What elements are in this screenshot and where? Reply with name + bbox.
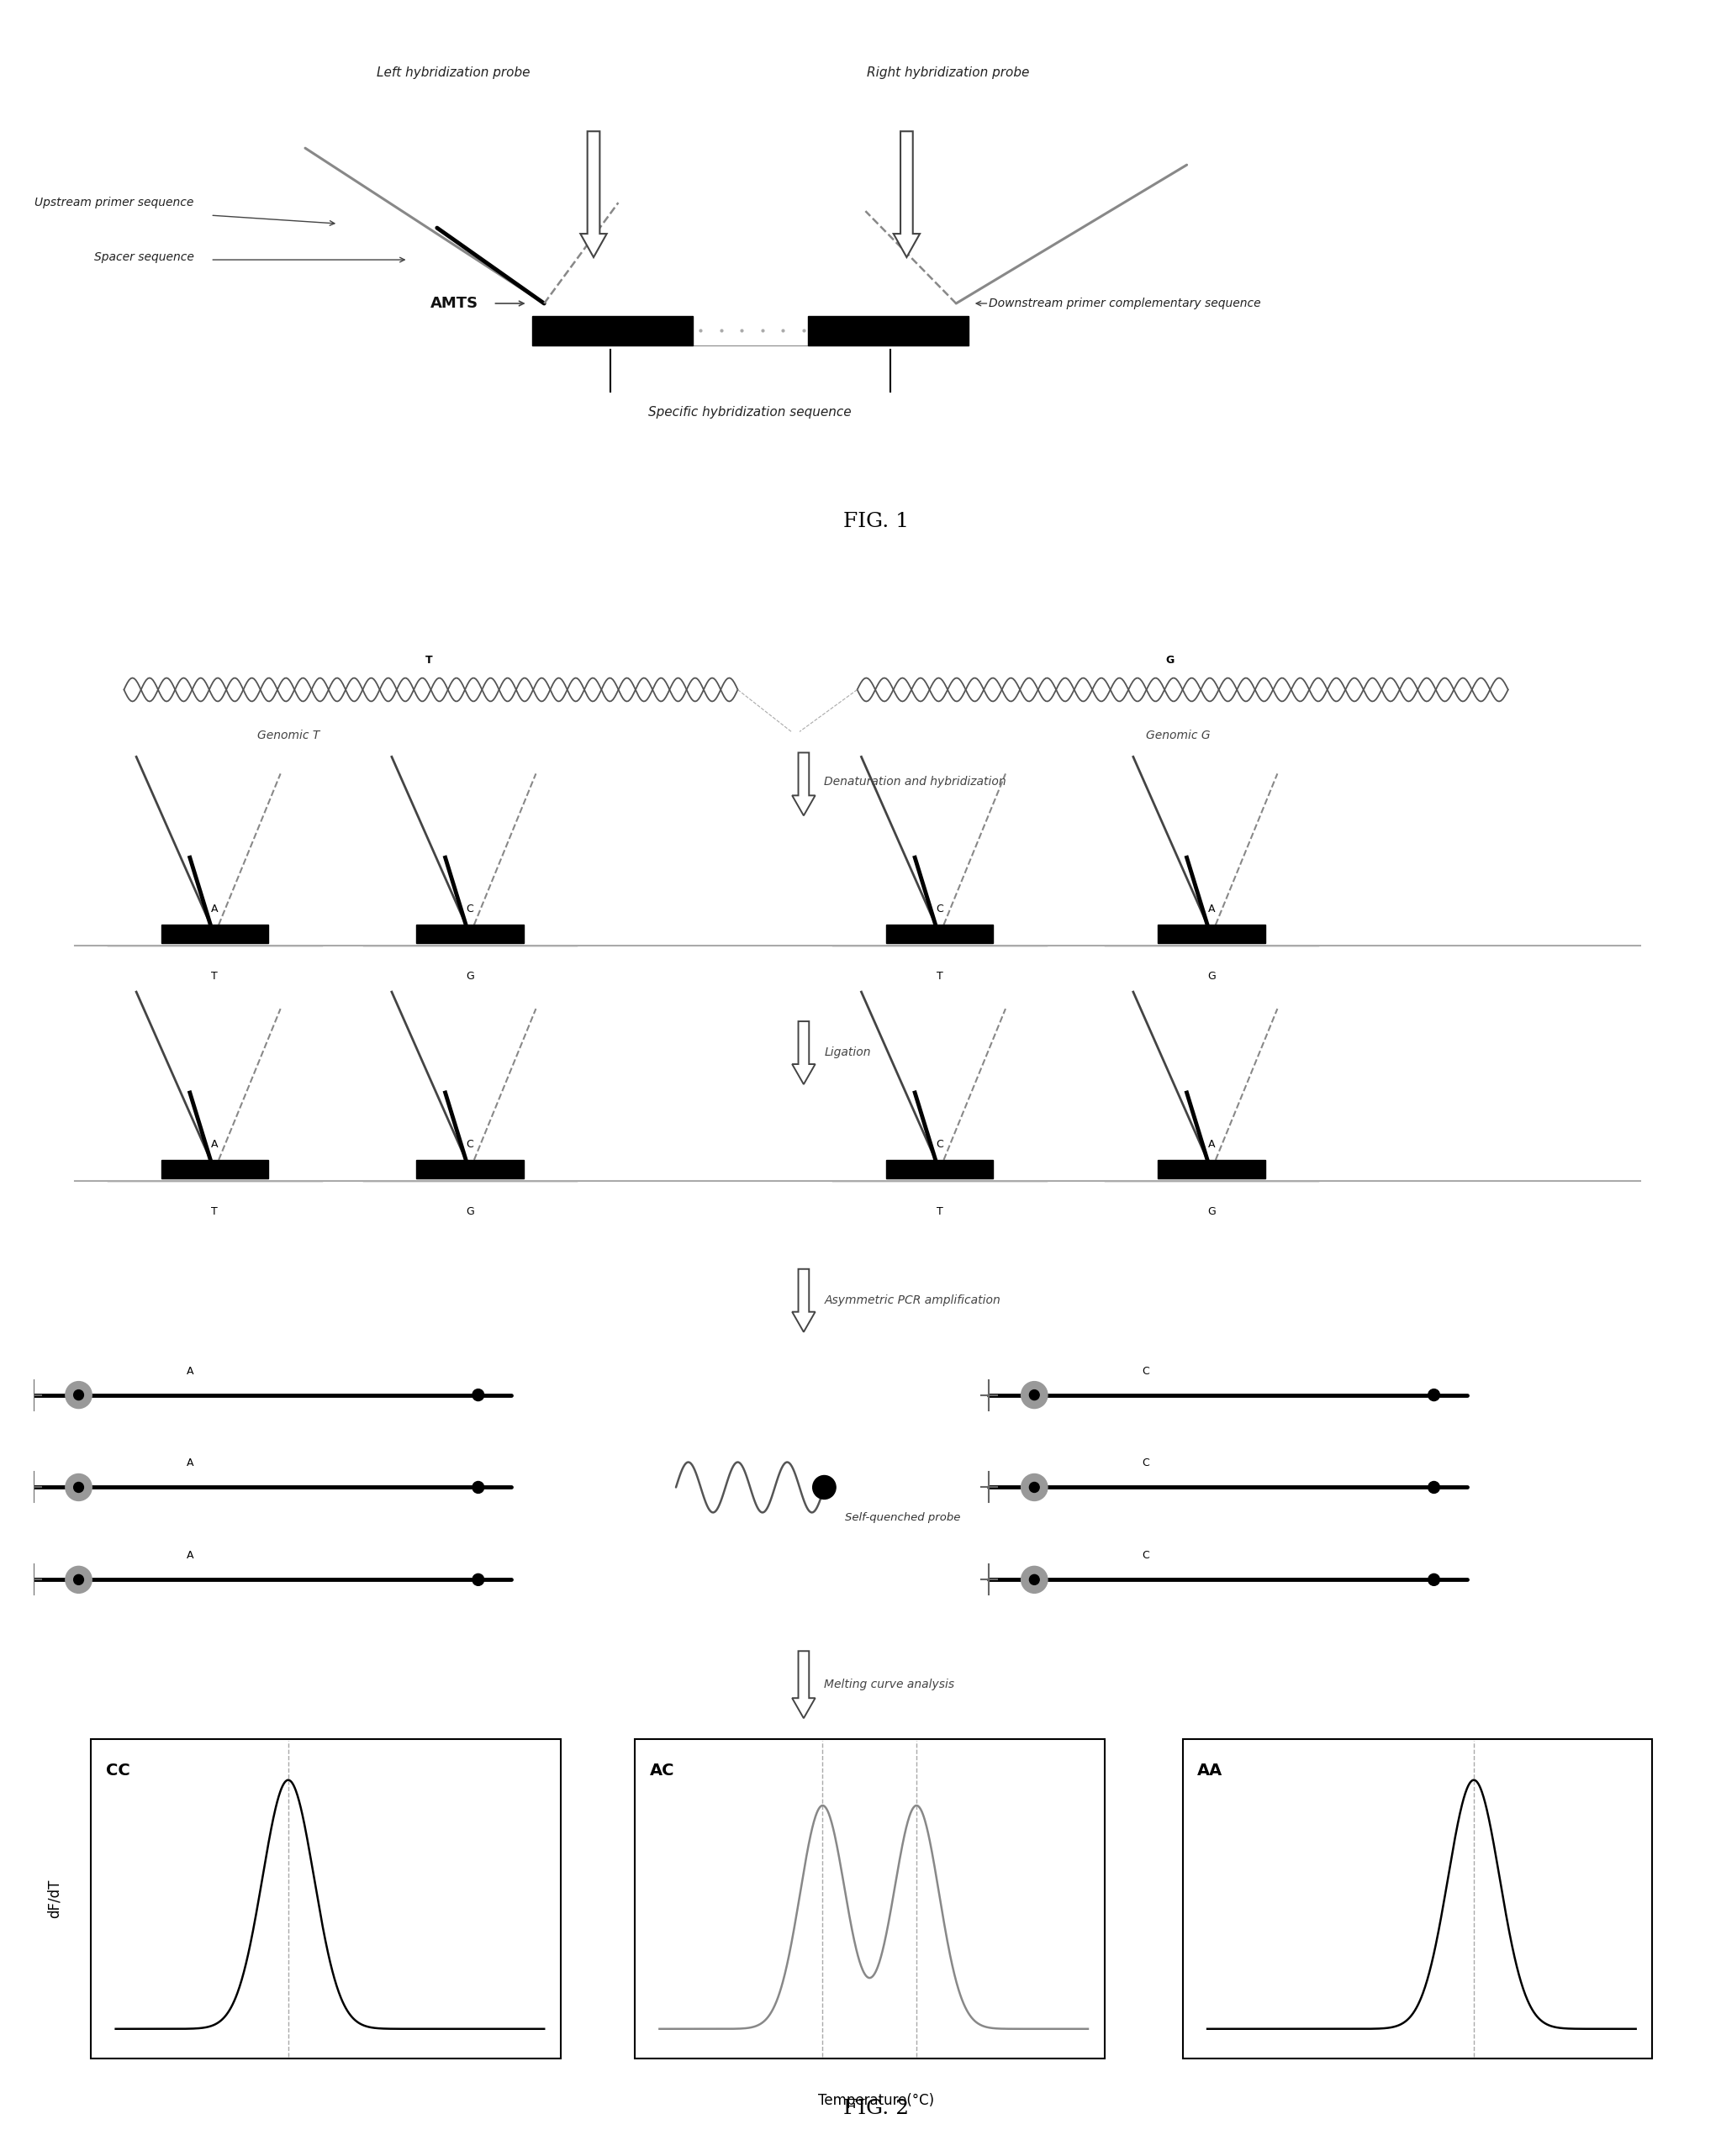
Bar [162,1160,268,1179]
Bar [1158,925,1265,942]
Text: Genomic G: Genomic G [1146,731,1212,742]
Text: G: G [466,970,473,981]
Text: AMTS: AMTS [430,295,478,310]
Text: Left hybridization probe: Left hybridization probe [377,67,530,80]
Bar [91,1740,561,2059]
Text: C: C [466,1138,473,1149]
Text: C: C [1143,1550,1150,1561]
Text: A: A [1208,1138,1215,1149]
Polygon shape [792,1270,816,1332]
Text: G: G [1167,655,1175,666]
Text: T: T [425,655,432,666]
Text: A: A [186,1457,193,1468]
Circle shape [1029,1574,1039,1585]
Text: Melting curve analysis: Melting curve analysis [824,1680,955,1690]
Text: C: C [936,903,943,914]
Circle shape [1029,1391,1039,1399]
Circle shape [65,1382,91,1408]
Text: Spacer sequence: Spacer sequence [95,252,194,263]
Text: Asymmetric PCR amplification: Asymmetric PCR amplification [824,1294,1000,1307]
Text: A: A [1208,903,1215,914]
Circle shape [1428,1574,1440,1585]
Circle shape [1428,1481,1440,1494]
Text: T: T [936,970,943,981]
Circle shape [1021,1382,1048,1408]
Polygon shape [792,1651,816,1718]
Text: C: C [466,903,473,914]
Circle shape [473,1574,484,1585]
Text: FIG. 2: FIG. 2 [843,2100,909,2119]
Bar [1158,1160,1265,1179]
Bar [635,1740,1105,2059]
Polygon shape [580,132,608,257]
Circle shape [1029,1483,1039,1492]
Bar [886,1160,993,1179]
Bar [416,1160,523,1179]
Text: Denaturation and hybridization: Denaturation and hybridization [824,776,1007,787]
Bar [416,925,523,942]
Text: A: A [186,1550,193,1561]
Bar [886,925,993,942]
Circle shape [74,1483,84,1492]
Text: Genomic T: Genomic T [258,731,320,742]
Text: C: C [936,1138,943,1149]
Polygon shape [893,132,919,257]
Circle shape [1428,1388,1440,1401]
Text: Upstream primer sequence: Upstream primer sequence [34,196,194,209]
Text: Downstream primer complementary sequence: Downstream primer complementary sequence [990,298,1261,308]
Circle shape [1021,1475,1048,1501]
Text: C: C [1143,1365,1150,1376]
Text: Specific hybridization sequence: Specific hybridization sequence [649,405,852,418]
Circle shape [74,1574,84,1585]
Text: AC: AC [649,1764,675,1779]
Circle shape [74,1391,84,1399]
Circle shape [473,1481,484,1494]
Text: A: A [186,1365,193,1376]
Text: FIG. 1: FIG. 1 [843,513,909,530]
Circle shape [65,1475,91,1501]
Text: C: C [1143,1457,1150,1468]
Text: CC: CC [105,1764,131,1779]
Text: A: A [212,1138,219,1149]
Polygon shape [792,752,816,815]
Text: AA: AA [1198,1764,1224,1779]
Bar [1182,1740,1652,2059]
Text: Ligation: Ligation [824,1046,871,1059]
Text: Temperature(°C): Temperature(°C) [817,2093,935,2109]
Bar [532,317,692,345]
Circle shape [1021,1565,1048,1593]
Text: T: T [212,1205,219,1216]
Circle shape [65,1565,91,1593]
Polygon shape [792,1022,816,1084]
Bar [162,925,268,942]
Text: G: G [466,1205,473,1216]
Text: G: G [1208,970,1215,981]
Bar [807,317,969,345]
Circle shape [473,1388,484,1401]
Text: Right hybridization probe: Right hybridization probe [867,67,1029,80]
Text: G: G [1208,1205,1215,1216]
Circle shape [812,1475,836,1498]
Text: A: A [212,903,219,914]
Text: Self-quenched probe: Self-quenched probe [845,1514,960,1524]
Text: T: T [936,1205,943,1216]
Text: dF/dT: dF/dT [46,1880,62,1919]
Text: T: T [212,970,219,981]
